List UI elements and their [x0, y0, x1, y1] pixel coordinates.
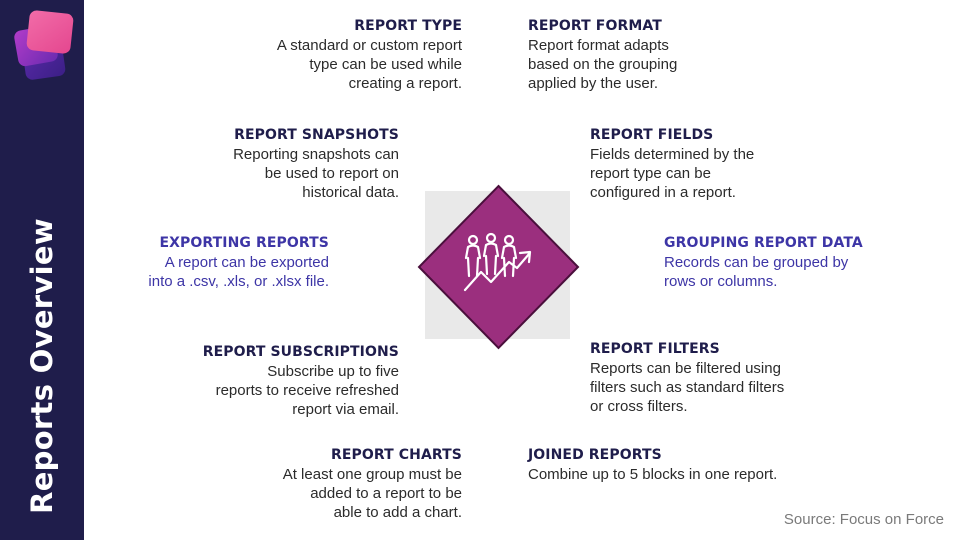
item-text: Combine up to 5 blocks in one report. — [528, 466, 778, 483]
item-title: REPORT FILTERS — [590, 341, 720, 357]
item-text: Reporting snapshots can be used to repor… — [233, 146, 399, 201]
item-text: A standard or custom report type can be … — [276, 37, 462, 92]
item-report-format: REPORT FORMAT Report format adapts based… — [528, 17, 677, 93]
item-title: REPORT SUBSCRIPTIONS — [202, 344, 399, 360]
item-title: REPORT CHARTS — [331, 447, 462, 463]
item-report-filters: REPORT FILTERS Reports can be filtered u… — [590, 340, 784, 416]
item-report-charts: REPORT CHARTS At least one group must be… — [283, 446, 462, 522]
item-text: Subscribe up to five reports to receive … — [215, 363, 399, 418]
item-title: REPORT TYPE — [354, 18, 462, 34]
item-title: REPORT SNAPSHOTS — [234, 127, 399, 143]
item-title: REPORT FORMAT — [528, 18, 662, 34]
item-title: GROUPING REPORT DATA — [664, 235, 863, 251]
item-text: A report can be exported into a .csv, .x… — [148, 254, 329, 290]
item-text: Reports can be filtered using filters su… — [590, 360, 785, 415]
item-report-fields: REPORT FIELDS Fields determined by the r… — [590, 126, 754, 202]
logo-icon — [14, 10, 74, 80]
sidebar-title: Reports Overview — [25, 218, 59, 514]
item-text: Fields determined by the report type can… — [590, 146, 755, 201]
item-title: JOINED REPORTS — [528, 447, 662, 463]
item-report-subscriptions: REPORT SUBSCRIPTIONS Subscribe up to fiv… — [203, 343, 399, 419]
item-grouping-report-data: GROUPING REPORT DATA Records can be grou… — [664, 234, 863, 291]
item-text: At least one group must be added to a re… — [282, 466, 462, 521]
item-title: EXPORTING REPORTS — [159, 235, 329, 251]
source-note: Source: Focus on Force — [783, 511, 944, 528]
item-text: Records can be grouped by rows or column… — [664, 254, 849, 290]
item-joined-reports: JOINED REPORTS Combine up to 5 blocks in… — [528, 446, 777, 484]
item-title: REPORT FIELDS — [590, 127, 714, 143]
item-report-type: REPORT TYPE A standard or custom report … — [277, 17, 462, 93]
sidebar: Reports Overview — [0, 0, 84, 540]
item-exporting-reports: EXPORTING REPORTS A report can be export… — [148, 234, 329, 291]
item-text: Report format adapts based on the groupi… — [528, 37, 678, 92]
item-report-snapshots: REPORT SNAPSHOTS Reporting snapshots can… — [233, 126, 399, 202]
center-diamond — [417, 184, 580, 350]
people-growth-arrow-icon — [463, 232, 532, 292]
